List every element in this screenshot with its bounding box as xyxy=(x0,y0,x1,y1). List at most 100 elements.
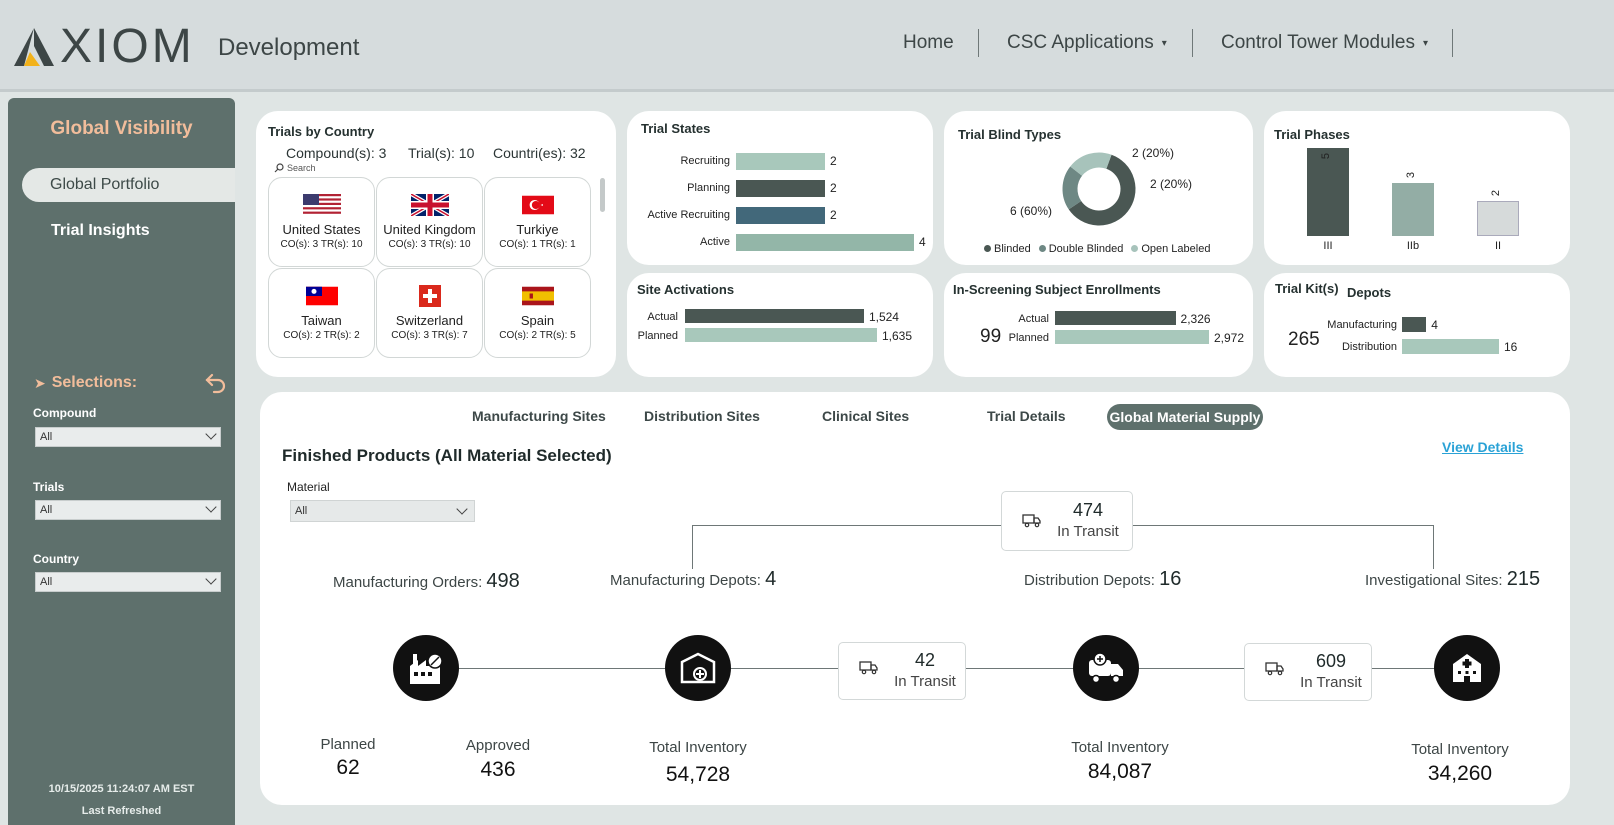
bar-label: Manufacturing xyxy=(1327,319,1397,331)
country-search[interactable]: Search xyxy=(274,163,316,173)
filter-compound-value: All xyxy=(40,431,53,443)
stat-value: 215 xyxy=(1506,568,1541,590)
trial-blind-types-title: Trial Blind Types xyxy=(958,127,1062,142)
country-tile-united-states[interactable]: United States CO(s): 3 TR(s): 10 xyxy=(268,177,375,267)
trials-by-country-title: Trials by Country xyxy=(268,124,375,139)
material-label: Material xyxy=(287,480,330,494)
bar-label: Planned xyxy=(1008,332,1049,344)
country-tile-spain[interactable]: Spain CO(s): 2 TR(s): 5 xyxy=(484,268,591,358)
stat-label: Manufacturing Orders: xyxy=(333,574,483,591)
phase-bar-value: 2 xyxy=(1490,189,1503,196)
country-tile-grid: United States CO(s): 3 TR(s): 10 United … xyxy=(268,177,591,358)
transit-box-dist-to-sites[interactable]: 609 In Transit xyxy=(1244,643,1372,701)
bar xyxy=(1055,311,1176,325)
nav-control-tower-label: Control Tower Modules xyxy=(1221,32,1415,53)
manufacturing-orders-node[interactable] xyxy=(393,635,459,701)
subject-enrollments-title: Subject Enrollments xyxy=(1035,282,1161,297)
stat-label: Distribution Depots: xyxy=(1024,572,1155,589)
transit-box-mfg-to-dist[interactable]: 42 In Transit xyxy=(838,642,966,700)
country-name: Switzerland xyxy=(395,313,464,328)
country-name: Taiwan xyxy=(301,313,342,328)
legend-item-open-labeled: Open Labeled xyxy=(1131,243,1210,255)
trials-by-country-card: Trials by Country Compound(s): 3 Trial(s… xyxy=(256,111,616,377)
filter-country-select[interactable]: All xyxy=(35,572,221,592)
logo-mark-icon xyxy=(14,28,54,66)
country-tile-taiwan[interactable]: Taiwan CO(s): 2 TR(s): 2 xyxy=(268,268,375,358)
nav-divider xyxy=(978,29,979,57)
country-tile-turkiye[interactable]: Turkiye CO(s): 1 TR(s): 1 xyxy=(484,177,591,267)
filter-country-value: All xyxy=(40,576,53,588)
trial-phases-card: Trial Phases 5 III 3 IIb 2 II xyxy=(1264,111,1570,265)
chevron-down-icon xyxy=(205,501,217,513)
mfg-total-inventory-value: 54,728 xyxy=(665,763,731,786)
sidebar-item-trial-insights[interactable]: Trial Insights xyxy=(51,222,150,239)
bar xyxy=(736,234,914,251)
manufacturing-depots-node[interactable] xyxy=(665,635,731,701)
distribution-depots-node[interactable] xyxy=(1073,635,1139,701)
nav-csc-label: CSC Applications xyxy=(1007,32,1154,53)
trial-kits-label: Trial Kit(s) xyxy=(1275,281,1339,296)
us-flag-icon xyxy=(302,194,341,216)
phase-bar xyxy=(1307,148,1349,236)
tab-trial-details[interactable]: Trial Details xyxy=(987,408,1066,424)
trial-count: Trial(s): 10 xyxy=(408,145,475,161)
stat-value: 498 xyxy=(486,570,520,592)
nav-csc-applications[interactable]: CSC Applications ▾ xyxy=(1007,28,1167,58)
tab-clinical-sites[interactable]: Clinical Sites xyxy=(822,408,910,424)
phase-bar xyxy=(1477,200,1519,236)
bar xyxy=(685,309,864,323)
nav-home[interactable]: Home xyxy=(903,28,954,58)
nav-divider xyxy=(1452,29,1453,57)
filter-compound-select[interactable]: All xyxy=(35,427,221,447)
country-stats: CO(s): 3 TR(s): 10 xyxy=(280,239,363,250)
country-count: Countri(es): 32 xyxy=(493,145,586,161)
transit-box-top[interactable]: 474 In Transit xyxy=(1001,491,1133,551)
chevron-down-icon xyxy=(456,503,468,515)
chevron-down-icon: ▾ xyxy=(1161,37,1167,49)
country-tile-united-kingdom[interactable]: United Kingdom CO(s): 3 TR(s): 10 xyxy=(376,177,483,267)
sites-total-inventory-label: Total Inventory xyxy=(1411,741,1509,758)
bar-label: Active Recruiting xyxy=(647,209,730,221)
phase-category: III xyxy=(1323,240,1333,252)
country-tile-switzerland[interactable]: Switzerland CO(s): 3 TR(s): 7 xyxy=(376,268,483,358)
chevron-down-icon xyxy=(205,573,217,585)
country-name: Spain xyxy=(520,313,555,328)
bar-label: Recruiting xyxy=(680,155,730,167)
donut-slice-double-blinded xyxy=(1062,166,1083,210)
chevron-right-icon: ➤ xyxy=(34,374,46,391)
material-select[interactable]: All xyxy=(290,500,475,522)
search-icon xyxy=(274,163,284,173)
truck-icon xyxy=(859,661,878,675)
bar-value: 4 xyxy=(919,235,926,249)
tab-global-material-supply[interactable]: Global Material Supply xyxy=(1107,404,1263,430)
view-details-link[interactable]: View Details xyxy=(1442,439,1524,455)
bar-value: 1,635 xyxy=(882,329,913,343)
site-activations-title: Site Activations xyxy=(637,282,735,297)
phase-bar-value: 5 xyxy=(1320,152,1333,160)
uk-flag-icon xyxy=(410,194,449,216)
investigational-sites-node[interactable] xyxy=(1434,635,1500,701)
transit-label: In Transit xyxy=(894,673,956,690)
bar xyxy=(736,207,825,224)
phase-bar xyxy=(1392,183,1434,236)
country-list-scrollbar[interactable] xyxy=(600,178,605,212)
factory-icon xyxy=(410,653,443,684)
depots-card: Trial Kit(s) 265 Depots Manufacturing 4 Di… xyxy=(1264,273,1570,377)
investigational-sites-stat: Investigational Sites: 215 xyxy=(1365,568,1540,591)
reset-filters-icon[interactable] xyxy=(204,370,228,394)
selections-header[interactable]: ➤ Selections: xyxy=(34,374,137,392)
site-activations-card: Site Activations Actual 1,524 Planned 1,635 xyxy=(627,273,933,377)
nav-control-tower[interactable]: Control Tower Modules ▾ xyxy=(1221,28,1428,58)
tab-manufacturing-sites[interactable]: Manufacturing Sites xyxy=(472,408,606,424)
logo-text: XIOM xyxy=(60,20,195,73)
subject-enrollments-card: In-Screening 99 Subject Enrollments Actu… xyxy=(944,273,1253,377)
bar xyxy=(1055,330,1209,344)
filter-trials-value: All xyxy=(40,504,53,516)
filter-trials-select[interactable]: All xyxy=(35,500,221,520)
axiom-logo[interactable]: XIOM xyxy=(10,20,195,73)
last-refreshed-label: Last Refreshed xyxy=(81,805,162,817)
sidebar-item-global-portfolio[interactable]: Global Portfolio xyxy=(22,168,235,202)
taiwan-flag-icon xyxy=(305,286,338,306)
stat-label: Investigational Sites: xyxy=(1365,572,1503,589)
tab-distribution-sites[interactable]: Distribution Sites xyxy=(644,408,760,424)
